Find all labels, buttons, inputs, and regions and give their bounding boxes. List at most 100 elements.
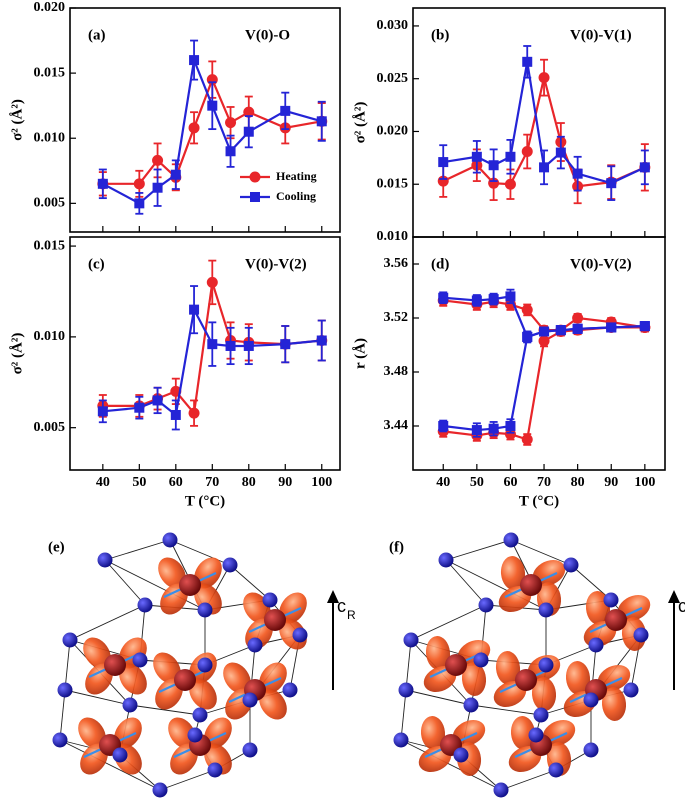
lattice-bond (445, 539, 512, 561)
orbital-lobe (510, 716, 536, 750)
x-tick-label: 60 (169, 475, 183, 490)
series (438, 321, 650, 438)
oxygen-atom (583, 692, 599, 708)
oxygen-atom (152, 782, 168, 798)
oxygen-atom (97, 552, 113, 568)
y-axis-label: σ² (Å²) (352, 102, 368, 144)
data-point (538, 72, 550, 84)
oxygen-atom (52, 732, 68, 748)
series-line (102, 306, 322, 417)
axis-subscript: R (347, 608, 356, 622)
data-point (134, 198, 145, 209)
orbital-lobe (119, 663, 147, 695)
y-axis-label: σ² (Å²) (9, 333, 25, 375)
orbital-lobe (153, 652, 181, 684)
data-point (170, 409, 181, 420)
data-point (522, 331, 533, 342)
lattice-bond (69, 604, 146, 641)
panel-title: V(0)-O (245, 27, 290, 43)
orbital-lobe (78, 717, 106, 749)
oxygen-atom (528, 727, 544, 743)
orbital-lobe (158, 557, 186, 589)
orbital-lobe (259, 688, 287, 720)
oxygen-atom (548, 762, 564, 778)
lattice-bond (470, 704, 542, 716)
vanadium-atom (520, 574, 542, 596)
oxygen-atom (197, 602, 213, 618)
panel-title: V(0)-V(2) (245, 256, 307, 272)
orbital-lobe (601, 687, 627, 721)
oxygen-atom (132, 652, 148, 668)
panel-label: (c) (88, 256, 105, 272)
orbital-lobe (160, 583, 188, 615)
vanadium-atom (179, 574, 201, 596)
lattice-bond (159, 769, 216, 791)
lattice-bond (500, 769, 557, 791)
lattice-bond (59, 739, 161, 791)
lattice-bond (104, 559, 146, 606)
data-point (471, 425, 482, 436)
oxygen-atom (222, 557, 238, 573)
plot-frame (412, 236, 666, 471)
data-point (188, 122, 200, 134)
orbital-lobe (500, 556, 526, 590)
legend-swatch (250, 192, 260, 202)
data-point (316, 116, 327, 127)
orbital-lobe (155, 678, 183, 710)
orbital-lobe (168, 717, 196, 749)
x-tick-label: 80 (571, 475, 585, 490)
data-point (471, 151, 482, 162)
series-line (102, 282, 322, 416)
data-point (243, 340, 254, 351)
data-point (572, 168, 583, 179)
x-tick-label: 100 (311, 475, 332, 490)
data-point (189, 55, 200, 66)
data-point (188, 407, 200, 419)
legend-marker (250, 192, 260, 202)
y-tick-label: 3.48 (384, 364, 409, 379)
legend-swatch (249, 171, 261, 183)
data-point (471, 295, 482, 306)
orbital-lobe (420, 716, 446, 750)
data-point (438, 292, 449, 303)
y-axis-label: r (Å) (352, 338, 368, 369)
y-tick-label: 0.015 (377, 176, 409, 191)
lattice-bond (410, 604, 487, 641)
panel-label: (a) (88, 27, 106, 43)
x-tick-label: 100 (634, 475, 655, 490)
data-point (488, 423, 499, 434)
data-point (134, 402, 145, 413)
oxygen-atom (473, 652, 489, 668)
structure-label: (f) (389, 539, 404, 555)
y-tick-label: 3.52 (384, 310, 409, 325)
oxygen-atom (503, 532, 519, 548)
oxygen-atom (57, 682, 73, 698)
structures: (e)cR(f)cR (48, 532, 685, 798)
oxygen-atom (393, 732, 409, 748)
oxygen-atom (187, 727, 203, 743)
structure-label: (e) (48, 539, 65, 555)
oxygen-atom (603, 592, 619, 608)
y-tick-label: 3.44 (384, 418, 409, 433)
structure-image: (e) c R (48, 532, 356, 798)
oxygen-atom (192, 707, 208, 723)
data-point (152, 395, 163, 406)
data-point (280, 105, 291, 116)
series-line (102, 76, 322, 185)
x-tick-label: 40 (436, 475, 450, 490)
lattice-bond (400, 739, 502, 791)
series-line (443, 299, 646, 332)
data-point (225, 146, 236, 157)
x-tick-label: 90 (278, 475, 292, 490)
data-point (170, 169, 181, 180)
data-point (505, 151, 516, 162)
orbital-lobe (189, 678, 217, 710)
oxygen-atom (242, 742, 258, 758)
oxygen-atom (62, 632, 78, 648)
oxygen-atom (493, 782, 509, 798)
orbital-lobe (461, 662, 487, 696)
x-tick-label: 60 (503, 475, 517, 490)
data-point (555, 147, 566, 158)
data-point (280, 339, 291, 350)
oxygen-atom (538, 657, 554, 673)
